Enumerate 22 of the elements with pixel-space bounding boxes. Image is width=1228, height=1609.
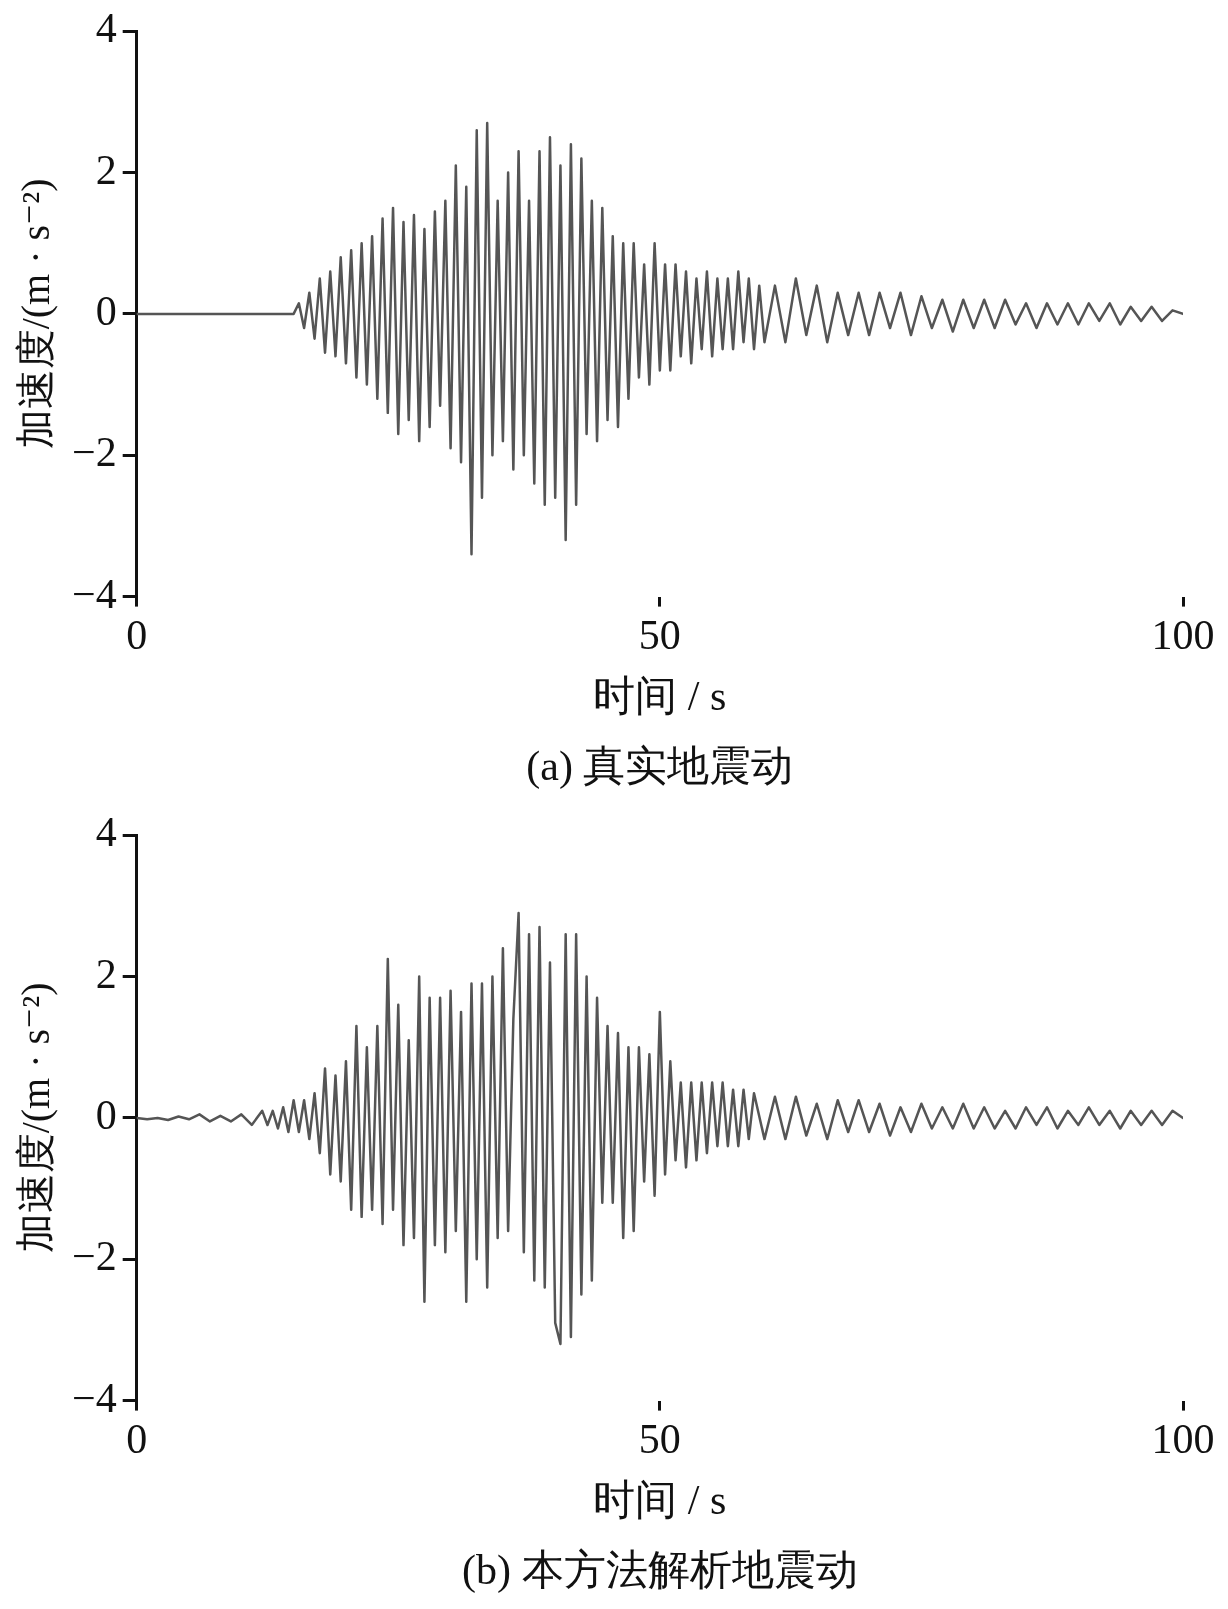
- y-tick-label: 4: [95, 5, 117, 52]
- y-tick-label: −2: [72, 429, 117, 476]
- text: (b) 本方法解析地震动: [462, 1547, 858, 1595]
- y-tick-label: −4: [72, 1374, 117, 1421]
- x-tick-label: 50: [638, 611, 681, 658]
- x-tick-label: 0: [126, 1415, 148, 1462]
- y-tick-label: 0: [95, 287, 117, 334]
- y-tick-label: 4: [95, 809, 117, 856]
- x-tick-label: 0: [126, 611, 148, 658]
- y-tick-label: 0: [95, 1091, 117, 1138]
- x-tick-label: 50: [638, 1415, 681, 1462]
- x-tick-label: 100: [1151, 611, 1215, 658]
- x-axis-title: 时间 / s: [593, 673, 727, 720]
- y-axis-title: 加速度/(m · s⁻²): [12, 178, 58, 450]
- y-tick-label: 2: [95, 146, 117, 193]
- y-tick-label: −2: [72, 1233, 117, 1280]
- y-axis-title: 加速度/(m · s⁻²): [12, 982, 58, 1254]
- x-tick-label: 100: [1151, 1415, 1215, 1462]
- text: (a) 真实地震动: [526, 743, 794, 791]
- y-tick-label: 2: [95, 950, 117, 997]
- y-tick-label: −4: [72, 570, 117, 617]
- x-axis-title: 时间 / s: [593, 1477, 727, 1524]
